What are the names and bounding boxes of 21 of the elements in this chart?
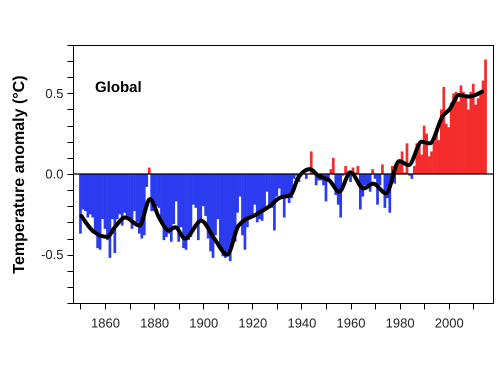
bar (108, 174, 112, 258)
x-tick-label: 1900 (189, 316, 218, 330)
bar (484, 60, 487, 174)
bar (244, 174, 246, 250)
bar (344, 166, 347, 174)
x-tick-label: 1960 (336, 316, 366, 330)
bar (98, 174, 102, 250)
x-tick-label: 1980 (386, 316, 415, 330)
y-tick-label: -0.5 (41, 247, 64, 262)
bar (250, 174, 254, 214)
bar (381, 164, 384, 174)
x-tick-label: 1940 (287, 316, 316, 330)
y-tick-label: 0.0 (45, 166, 64, 182)
x-tick-label: 2000 (434, 316, 464, 330)
x-tick-label: 1920 (238, 316, 268, 330)
y-tick-label: 0.5 (45, 86, 64, 101)
bar (79, 174, 82, 234)
x-tick-label: 1860 (91, 316, 120, 330)
x-tick-label: 1880 (140, 316, 170, 330)
text: Global (95, 79, 142, 96)
y-axis-title: Temperature anomaly (°C) (11, 75, 28, 274)
